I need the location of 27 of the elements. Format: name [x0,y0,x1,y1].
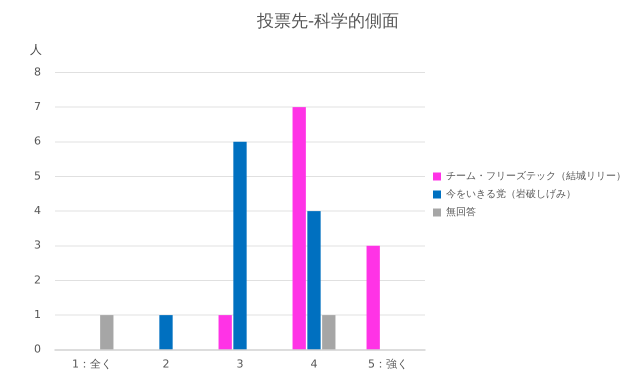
legend-label: 無回答 [446,206,476,218]
x-tick-label: 4 [310,357,318,370]
legend-label: チーム・フリーズテック（結城リリー） [446,170,626,182]
bar [322,315,336,350]
x-tick-label: 1：全く [72,357,112,370]
y-axis-title: 人 [30,42,42,57]
y-tick-label: 4 [34,204,41,217]
bar [159,315,173,350]
y-tick-label: 3 [34,238,41,252]
bar [366,246,380,350]
legend-label: 今をいきる党（岩破しげみ） [446,188,576,200]
chart-title: 投票先-科学的側面 [256,12,400,32]
bar [307,211,321,350]
bar [292,107,306,350]
y-tick-label: 0 [34,342,41,356]
x-tick-label: 3 [236,357,244,370]
y-tick-label: 7 [34,100,41,113]
y-tick-label: 6 [34,134,41,148]
bar [233,142,247,350]
bar [100,315,114,350]
y-tick-label: 5 [34,169,41,182]
x-tick-label: 5：強く [368,357,408,370]
bar [218,315,232,350]
x-tick-label: 2 [162,357,170,370]
y-tick-label: 1 [34,308,41,321]
y-tick-label: 2 [34,273,41,286]
y-tick-label: 8 [34,65,41,78]
